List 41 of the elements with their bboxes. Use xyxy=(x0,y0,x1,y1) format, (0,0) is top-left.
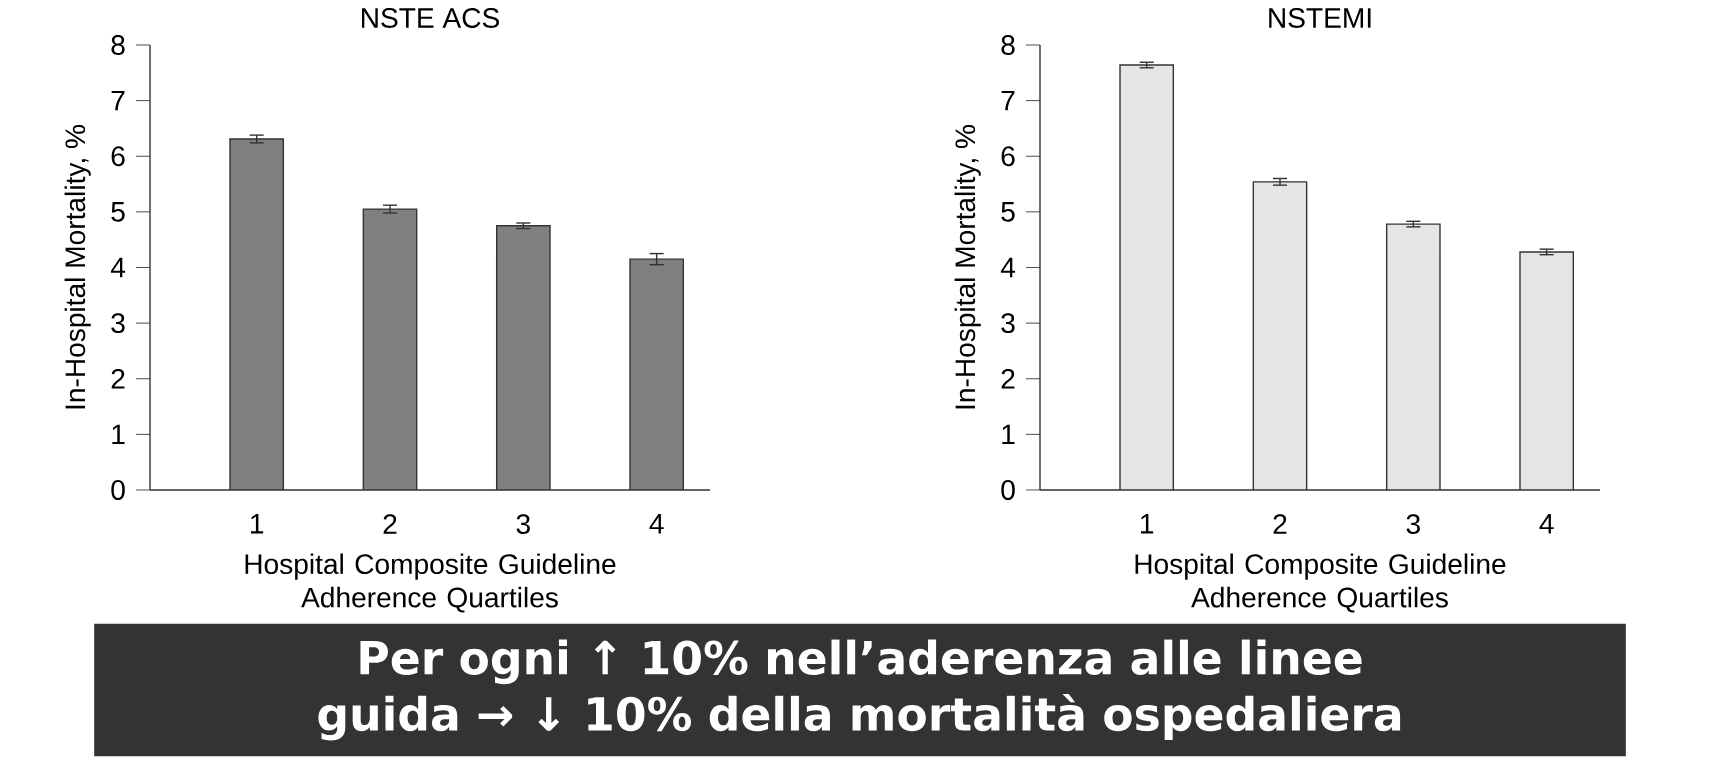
text: Per ogni ↑ 10% nell’aderenza alle linee guida → ↓ 10% della mortalità ospedaliera xyxy=(318,639,1401,741)
x-tick-label: 2 xyxy=(1273,514,1287,534)
x-tick-label: 3 xyxy=(516,514,530,535)
x-tick-label: 4 xyxy=(649,514,664,534)
chart-title: NSTE ACS xyxy=(362,8,499,28)
y-tick-label: 3 xyxy=(111,313,125,334)
y-tick-label: 8 xyxy=(1001,35,1015,55)
y-tick-label: 2 xyxy=(1001,368,1015,389)
x-axis-title: Hospital Composite Guideline Adherence Quartiles xyxy=(1135,553,1506,613)
y-axis-title: In-Hospital Mortality, % xyxy=(64,125,91,409)
bar xyxy=(363,209,417,490)
bar xyxy=(230,139,284,490)
y-tick-label: 7 xyxy=(1001,90,1015,111)
y-tick-label: 1 xyxy=(1002,424,1015,445)
x-tick-label: 1 xyxy=(251,514,264,534)
bar xyxy=(1386,224,1440,490)
chart-title: NSTEMI xyxy=(1269,8,1371,28)
y-tick-label: 2 xyxy=(111,368,125,389)
y-tick-label: 1 xyxy=(112,424,125,445)
y-tick-label: 0 xyxy=(111,480,125,500)
x-tick-label: 2 xyxy=(383,514,397,534)
y-tick-label: 6 xyxy=(111,146,125,167)
y-tick-label: 8 xyxy=(111,35,125,55)
bar xyxy=(629,258,685,490)
y-tick-label: 6 xyxy=(1001,146,1015,167)
bar xyxy=(1519,251,1575,490)
bar xyxy=(1120,65,1174,490)
y-tick-label: 3 xyxy=(1001,313,1015,334)
y-axis-title: In-Hospital Mortality, % xyxy=(954,125,981,409)
x-tick-label: 3 xyxy=(1406,514,1420,535)
y-tick-label: 0 xyxy=(1001,480,1015,500)
bar xyxy=(496,225,551,490)
y-tick-label: 4 xyxy=(1000,257,1016,278)
y-tick-label: 7 xyxy=(111,90,125,111)
y-tick-label: 4 xyxy=(110,257,126,278)
x-tick-label: 1 xyxy=(1141,514,1154,534)
y-tick-label: 5 xyxy=(1001,202,1015,222)
x-tick-label: 4 xyxy=(1539,514,1554,534)
bar xyxy=(1253,181,1307,490)
y-tick-label: 5 xyxy=(111,202,125,222)
x-axis-title: Hospital Composite Guideline Adherence Quartiles xyxy=(245,553,616,613)
